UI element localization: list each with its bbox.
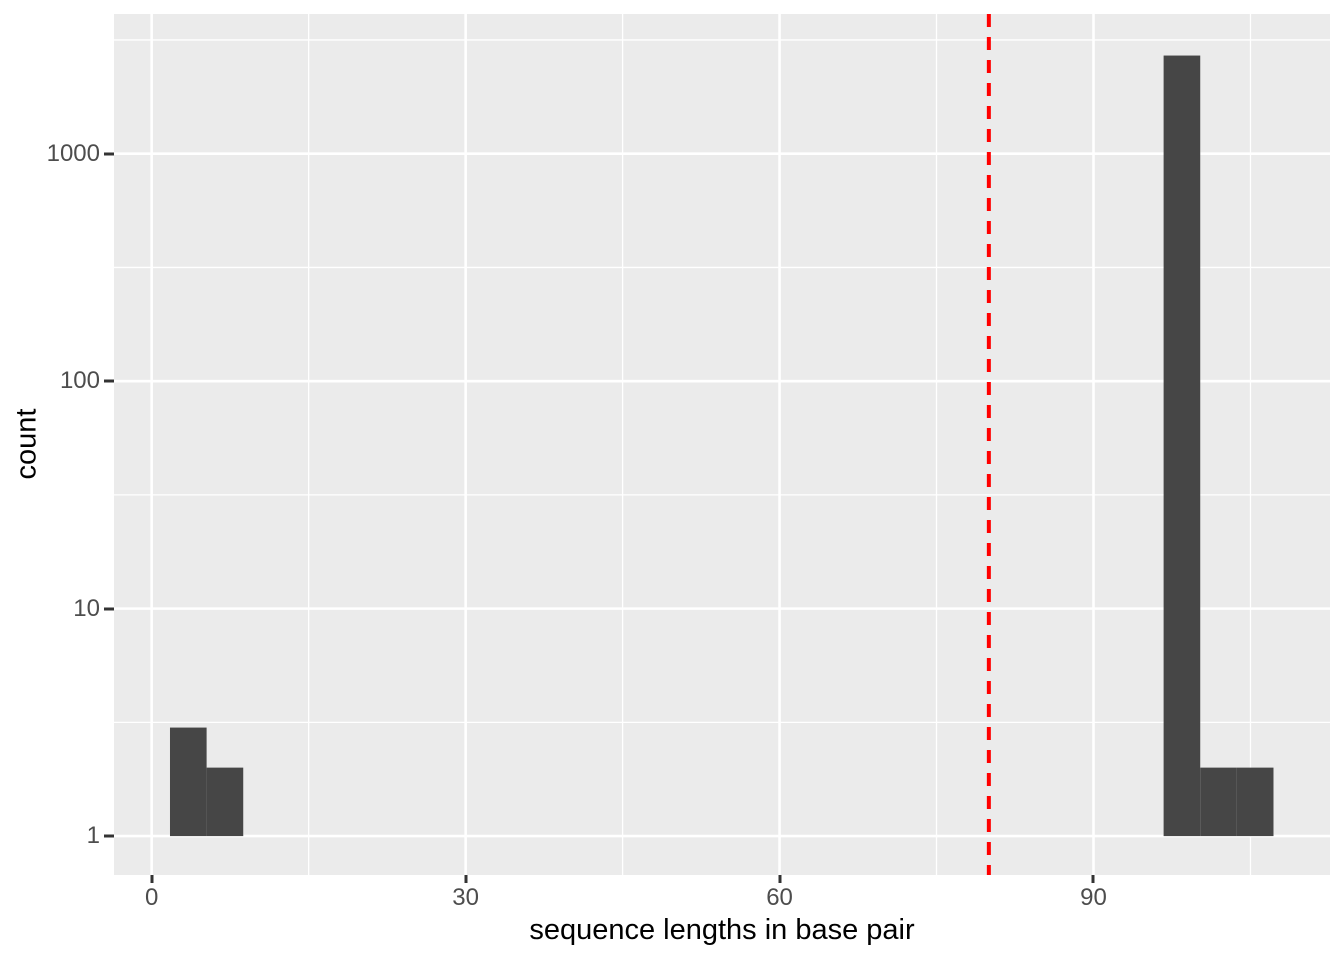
x-tick-label: 60 (766, 884, 793, 911)
y-tick-mark (104, 379, 114, 383)
y-tick-mark (104, 834, 114, 838)
x-axis-title: sequence lengths in base pair (529, 914, 915, 946)
y-tick-mark (104, 607, 114, 611)
plot-panel (114, 14, 1330, 875)
x-tick-label: 0 (144, 884, 159, 911)
histogram-bar (1236, 767, 1274, 837)
x-tick-label: 90 (1080, 884, 1107, 911)
x-tick-mark (778, 875, 782, 883)
x-tick-mark (464, 875, 468, 883)
histogram-bar (169, 727, 207, 837)
x-tick-mark (1091, 875, 1095, 883)
x-tick-label: 30 (452, 884, 479, 911)
histogram-bar (1200, 767, 1237, 837)
histogram-bar (206, 767, 244, 837)
y-tick-label: 10 (73, 594, 100, 622)
y-axis-title: count (10, 408, 43, 480)
histogram-bar (1163, 55, 1201, 837)
y-tick-label: 1 (86, 822, 100, 850)
y-tick-label: 100 (59, 367, 100, 395)
y-tick-label: 1000 (46, 139, 100, 167)
x-tick-mark (150, 875, 154, 883)
plot-canvas (114, 14, 1330, 875)
y-tick-mark (104, 152, 114, 156)
